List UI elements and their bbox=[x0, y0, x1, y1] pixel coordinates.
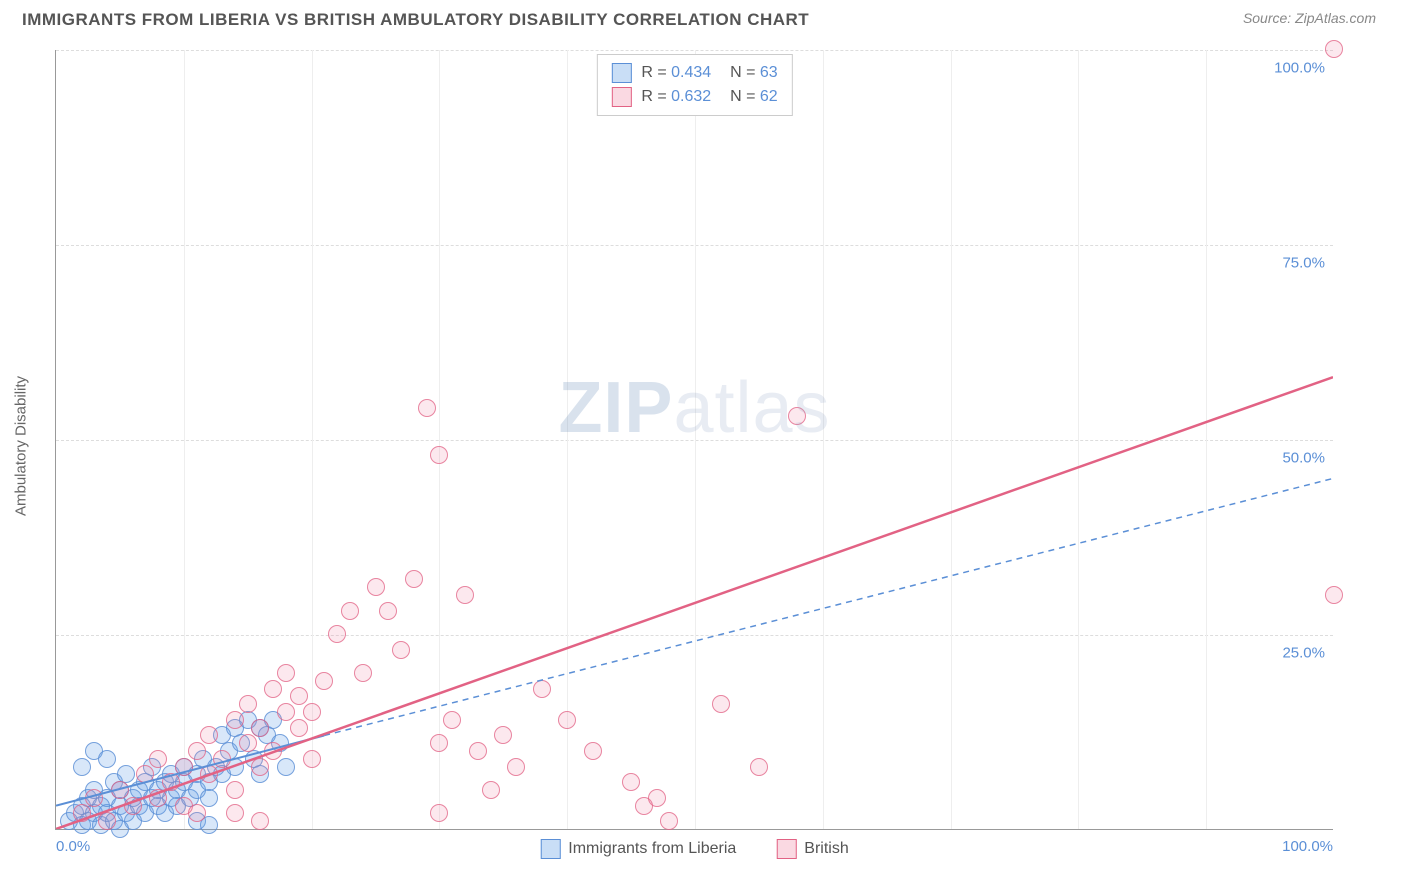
data-point bbox=[456, 586, 474, 604]
data-point bbox=[73, 758, 91, 776]
data-point bbox=[200, 765, 218, 783]
data-point bbox=[379, 602, 397, 620]
data-point bbox=[788, 407, 806, 425]
data-point bbox=[200, 726, 218, 744]
data-point bbox=[712, 695, 730, 713]
data-point bbox=[533, 680, 551, 698]
legend-item-liberia: Immigrants from Liberia bbox=[540, 839, 736, 859]
data-point bbox=[430, 734, 448, 752]
swatch-blue bbox=[540, 839, 560, 859]
stats-row-pink: R = 0.632 N = 62 bbox=[611, 85, 777, 109]
data-point bbox=[290, 719, 308, 737]
gridline-v bbox=[951, 50, 952, 829]
data-point bbox=[226, 711, 244, 729]
data-point bbox=[507, 758, 525, 776]
data-point bbox=[277, 664, 295, 682]
y-tick-label: 25.0% bbox=[1282, 645, 1325, 662]
data-point bbox=[622, 773, 640, 791]
data-point bbox=[482, 781, 500, 799]
gridline-v bbox=[1206, 50, 1207, 829]
data-point bbox=[277, 758, 295, 776]
data-point bbox=[303, 703, 321, 721]
data-point bbox=[648, 789, 666, 807]
data-point bbox=[149, 789, 167, 807]
y-tick-label: 75.0% bbox=[1282, 255, 1325, 272]
legend-item-british: British bbox=[776, 839, 848, 859]
data-point bbox=[264, 742, 282, 760]
swatch-pink bbox=[776, 839, 796, 859]
data-point bbox=[124, 797, 142, 815]
gridline-v bbox=[439, 50, 440, 829]
source-attribution: Source: ZipAtlas.com bbox=[1243, 10, 1376, 26]
data-point bbox=[469, 742, 487, 760]
data-point bbox=[290, 687, 308, 705]
data-point bbox=[328, 625, 346, 643]
data-point bbox=[188, 804, 206, 822]
data-point bbox=[660, 812, 678, 830]
swatch-blue bbox=[611, 63, 631, 83]
data-point bbox=[85, 789, 103, 807]
data-point bbox=[239, 734, 257, 752]
series-legend: Immigrants from Liberia British bbox=[540, 839, 849, 859]
data-point bbox=[251, 758, 269, 776]
data-point bbox=[200, 789, 218, 807]
data-point bbox=[73, 804, 91, 822]
data-point bbox=[136, 765, 154, 783]
data-point bbox=[315, 672, 333, 690]
data-point bbox=[367, 578, 385, 596]
data-point bbox=[558, 711, 576, 729]
data-point bbox=[1325, 40, 1343, 58]
chart-title: IMMIGRANTS FROM LIBERIA VS BRITISH AMBUL… bbox=[22, 10, 809, 30]
data-point bbox=[303, 750, 321, 768]
gridline-v bbox=[823, 50, 824, 829]
data-point bbox=[430, 446, 448, 464]
data-point bbox=[149, 750, 167, 768]
data-point bbox=[584, 742, 602, 760]
y-tick-label: 50.0% bbox=[1282, 450, 1325, 467]
correlation-chart: Ambulatory Disability ZIPatlas R = 0.434… bbox=[55, 50, 1385, 842]
data-point bbox=[750, 758, 768, 776]
data-point bbox=[162, 773, 180, 791]
data-point bbox=[264, 680, 282, 698]
data-point bbox=[111, 781, 129, 799]
plot-area: ZIPatlas R = 0.434 N = 63 R = 0.632 N = … bbox=[55, 50, 1333, 830]
data-point bbox=[239, 695, 257, 713]
y-axis-label: Ambulatory Disability bbox=[13, 376, 30, 516]
data-point bbox=[405, 570, 423, 588]
gridline-v bbox=[1078, 50, 1079, 829]
data-point bbox=[341, 602, 359, 620]
data-point bbox=[98, 812, 116, 830]
y-tick-label: 100.0% bbox=[1274, 60, 1325, 77]
data-point bbox=[226, 781, 244, 799]
data-point bbox=[213, 750, 231, 768]
stats-row-blue: R = 0.434 N = 63 bbox=[611, 61, 777, 85]
data-point bbox=[392, 641, 410, 659]
data-point bbox=[354, 664, 372, 682]
data-point bbox=[418, 399, 436, 417]
data-point bbox=[494, 726, 512, 744]
swatch-pink bbox=[611, 87, 631, 107]
gridline-v bbox=[184, 50, 185, 829]
data-point bbox=[277, 703, 295, 721]
x-end-label: 100.0% bbox=[1282, 838, 1333, 855]
gridline-v bbox=[695, 50, 696, 829]
data-point bbox=[251, 812, 269, 830]
stats-legend: R = 0.434 N = 63 R = 0.632 N = 62 bbox=[596, 54, 792, 116]
data-point bbox=[443, 711, 461, 729]
data-point bbox=[98, 750, 116, 768]
data-point bbox=[251, 719, 269, 737]
data-point bbox=[188, 742, 206, 760]
data-point bbox=[226, 804, 244, 822]
data-point bbox=[175, 758, 193, 776]
data-point bbox=[1325, 586, 1343, 604]
data-point bbox=[430, 804, 448, 822]
x-start-label: 0.0% bbox=[56, 838, 90, 855]
